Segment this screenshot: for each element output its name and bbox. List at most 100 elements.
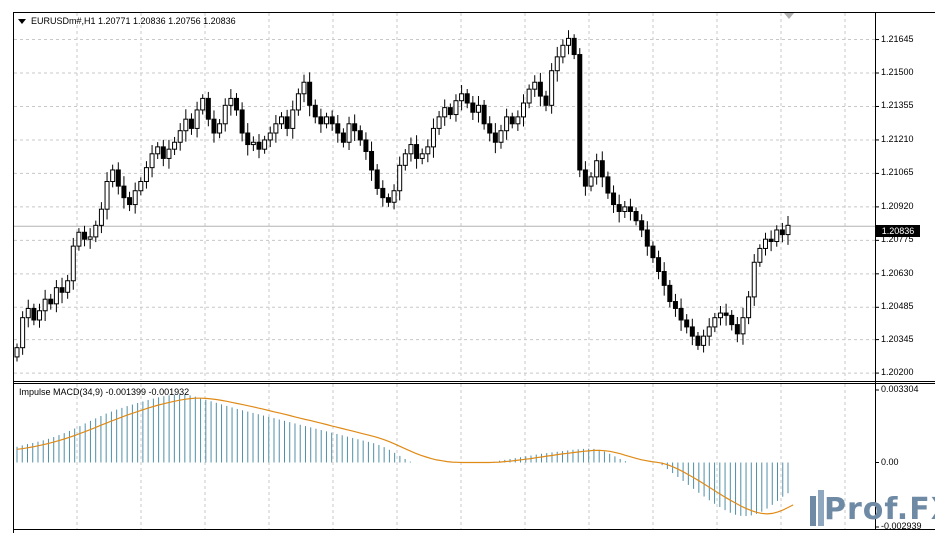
candle-body	[414, 144, 420, 159]
candle-body	[543, 95, 549, 106]
candle-body	[262, 139, 268, 150]
candle-body	[611, 192, 617, 206]
candle-body	[245, 132, 251, 146]
candle-body	[48, 298, 54, 305]
candle-body	[352, 123, 358, 132]
candle-body	[346, 123, 352, 143]
price-axis-label: 1.21065	[881, 167, 914, 178]
candle-body	[273, 123, 279, 134]
candle-body	[70, 245, 76, 282]
candle-body	[188, 118, 194, 129]
chart-menu-triangle-icon[interactable]	[18, 19, 26, 24]
candle-body	[729, 314, 735, 326]
candle-body	[200, 97, 206, 111]
candle-body	[132, 190, 138, 206]
candle-body	[340, 132, 346, 143]
candle-body	[256, 141, 262, 150]
candle-body	[566, 37, 572, 46]
candle-body	[706, 326, 712, 337]
candle-body	[76, 231, 82, 247]
candle-body	[250, 141, 256, 146]
indicator-header: Impulse MACD(34,9) -0.001399 -0.001932	[19, 387, 190, 397]
candle-body	[357, 130, 363, 141]
candle-body	[177, 130, 183, 143]
candle-body	[31, 307, 37, 321]
candle-body	[470, 102, 476, 113]
indicator-axis-label: 0.00	[881, 456, 899, 467]
candle-body	[464, 93, 470, 104]
candle-body	[537, 81, 543, 97]
candle-body	[672, 301, 678, 309]
candle-body	[684, 319, 690, 328]
candle-body	[475, 104, 481, 113]
chart-shift-icon[interactable]	[784, 13, 794, 19]
candle-body	[526, 88, 532, 104]
candle-body	[279, 116, 285, 125]
candle-body	[650, 245, 656, 259]
price-axis-label: 1.21210	[881, 133, 914, 144]
candle-body	[14, 347, 20, 358]
candle-body	[667, 284, 673, 303]
candle-body	[768, 238, 774, 243]
candle-body	[436, 116, 442, 129]
candle-body	[498, 130, 504, 143]
logo: Prof.FX	[808, 488, 935, 536]
candle-body	[734, 324, 740, 335]
candle-body	[59, 287, 65, 293]
candle-body	[588, 176, 594, 187]
price-axis-label: 1.20485	[881, 301, 914, 312]
candle-body	[329, 116, 335, 125]
candle-body	[751, 261, 757, 298]
candle-body	[599, 160, 605, 178]
candle-body	[509, 116, 515, 125]
candle-body	[290, 109, 296, 129]
candle-body	[295, 93, 301, 111]
candle-body	[746, 296, 752, 319]
candle-body	[723, 312, 729, 316]
candle-body	[481, 104, 487, 125]
candle-body	[532, 81, 538, 90]
candle-body	[374, 169, 380, 189]
candle-body	[110, 169, 116, 182]
chart-bottom-border	[14, 529, 935, 530]
candle-body	[487, 123, 493, 134]
pane-separator-top	[14, 381, 935, 382]
candle-body	[25, 307, 31, 319]
candle-body	[762, 238, 768, 249]
candle-body	[430, 127, 436, 148]
candle-body	[504, 116, 510, 132]
candle-body	[402, 153, 408, 166]
price-axis-label: 1.20345	[881, 333, 914, 344]
candle-body	[492, 132, 498, 143]
candle-body	[779, 229, 785, 236]
indicator-pane[interactable]	[14, 384, 875, 529]
candle-body	[239, 109, 245, 134]
candle-body	[93, 224, 99, 238]
macd-signal-line	[16, 397, 794, 515]
candle-body	[408, 144, 414, 155]
candle-body	[155, 146, 161, 155]
candle-body	[397, 164, 403, 192]
candle-body	[217, 123, 223, 134]
candle-body	[442, 107, 448, 118]
candle-body	[284, 116, 290, 129]
price-axis-label: 1.20775	[881, 234, 914, 245]
candle-body	[627, 206, 633, 213]
candle-body	[554, 56, 560, 72]
candle-body	[42, 298, 48, 312]
pane-separator-bottom[interactable]	[14, 383, 935, 384]
price-axis-label: 1.20200	[881, 367, 914, 378]
candle-body	[53, 287, 59, 305]
candle-body	[183, 118, 189, 132]
candle-body	[104, 180, 110, 210]
current-price-tag: 1.20836	[876, 225, 920, 237]
candle-body	[211, 118, 217, 134]
candle-body	[380, 187, 386, 199]
candle-body	[267, 132, 273, 141]
candle-body	[678, 307, 684, 321]
candle-body	[82, 231, 88, 240]
candle-body	[385, 197, 391, 203]
candle-body	[318, 116, 324, 125]
candle-body	[549, 70, 555, 106]
